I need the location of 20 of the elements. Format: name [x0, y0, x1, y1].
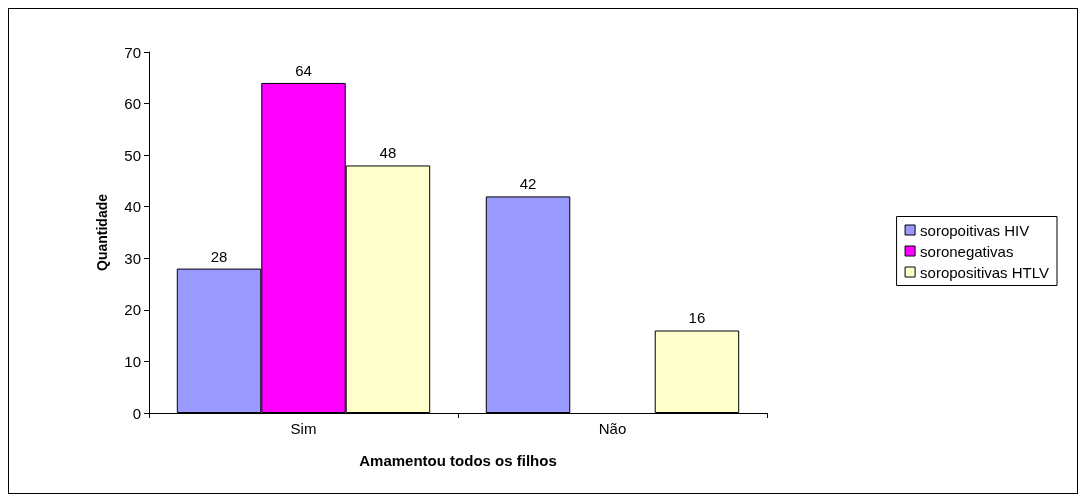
y-axis-title: Quantidade: [94, 193, 110, 272]
x-tick-label: Não: [598, 420, 627, 437]
y-tick-label: 30: [124, 249, 141, 267]
y-tick-label: 50: [124, 146, 141, 164]
legend-label: soronegativas: [920, 242, 1014, 260]
y-tick-label: 20: [124, 301, 141, 319]
data-label: 16: [688, 309, 706, 327]
data-label: 28: [210, 247, 228, 265]
y-tick-label: 40: [124, 198, 141, 216]
legend-label: soropoitivas HIV: [920, 221, 1030, 239]
data-label: 48: [379, 144, 397, 162]
x-axis-title: Amamentou todos os filhos: [359, 452, 557, 469]
y-tick-label: 70: [124, 43, 141, 61]
y-tick-label: 10: [124, 352, 141, 370]
y-tick-label: 60: [124, 95, 141, 113]
x-tick-label: Sim: [290, 420, 317, 437]
y-tick-label: 0: [132, 404, 141, 422]
data-label: 64: [295, 61, 312, 79]
data-label: 42: [519, 175, 537, 193]
legend-label: soropositivas HTLV: [920, 263, 1049, 281]
